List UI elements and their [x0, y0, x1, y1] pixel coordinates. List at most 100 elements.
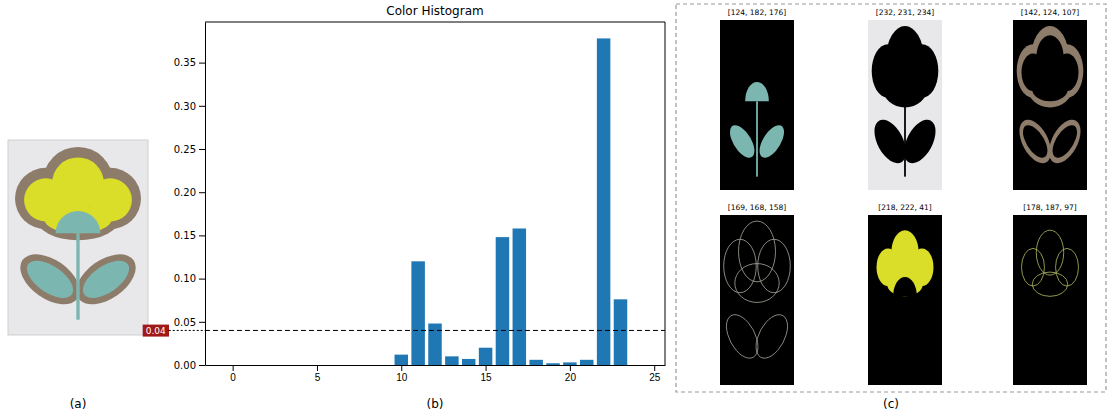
- mask-title: [218, 222, 41]: [878, 203, 932, 212]
- tick: 0.10: [174, 273, 205, 284]
- tick-mark: [401, 365, 402, 371]
- mask-image: [868, 215, 942, 385]
- mask-shape: [1015, 26, 1086, 172]
- threshold-box: [143, 325, 169, 337]
- tick: 25: [649, 365, 661, 383]
- mask-outline: [739, 221, 776, 282]
- y-axis: 0.000.050.100.150.200.250.300.35: [174, 23, 206, 371]
- tick: 0: [230, 365, 236, 383]
- tick-label: 0.30: [174, 101, 196, 112]
- bar: [513, 228, 526, 365]
- bar: [226, 365, 239, 366]
- tick-label: 0: [230, 372, 236, 383]
- bar: [445, 356, 458, 365]
- bar: [597, 38, 610, 365]
- tick-mark: [199, 106, 205, 107]
- panel-a: [8, 140, 148, 335]
- tick-mark: [199, 235, 205, 236]
- bar: [479, 348, 492, 365]
- tick: 0.25: [174, 144, 205, 155]
- panel-b: 0.000.050.100.150.200.250.300.3505101520…: [143, 4, 666, 383]
- bar: [462, 359, 475, 365]
- mask-title: [169, 168, 158]: [728, 203, 786, 212]
- figure: (a)0.000.050.100.150.200.250.300.3505101…: [0, 0, 1113, 415]
- bar: [293, 365, 306, 366]
- tick-label: 15: [481, 372, 493, 383]
- mask-cell: [178, 187, 97]: [1013, 203, 1087, 385]
- tick-mark: [199, 322, 205, 323]
- bar: [631, 365, 644, 366]
- image-background: [8, 140, 148, 335]
- mask-shape: [722, 221, 793, 367]
- panel-label: (c): [883, 397, 899, 411]
- tick-label: 0.35: [174, 57, 196, 68]
- mask-shape: [877, 230, 934, 296]
- stem: [76, 233, 79, 319]
- chart-title: Color Histogram: [386, 4, 483, 18]
- tick-label: 25: [649, 372, 661, 383]
- tick-mark: [233, 365, 234, 371]
- bar: [529, 360, 542, 365]
- x-axis: 0 5 10 15 20 25: [206, 365, 666, 383]
- tick: 10: [396, 365, 408, 383]
- flower: [11, 147, 145, 320]
- mask-hole: [1032, 77, 1068, 101]
- leaf-inner: [21, 253, 80, 305]
- mask-background: [868, 20, 942, 190]
- mask-region: [727, 119, 758, 164]
- mask-outline: [758, 239, 791, 292]
- mask-background: [868, 215, 942, 385]
- tick-label: 0.15: [174, 230, 196, 241]
- tick-mark: [199, 63, 205, 64]
- bar: [614, 299, 627, 365]
- bar: [344, 365, 357, 366]
- tick-mark: [199, 149, 205, 150]
- mask-cell: [169, 168, 158]: [720, 203, 794, 385]
- tick-mark: [317, 365, 318, 371]
- mask-outline: [1032, 272, 1068, 296]
- mask-region: [745, 82, 769, 101]
- bar: [428, 324, 441, 365]
- tick-label: 20: [565, 372, 577, 383]
- tick: 20: [565, 365, 577, 383]
- tick-label: 0.25: [174, 144, 196, 155]
- tick-label: 0.05: [174, 317, 196, 328]
- bar: [327, 365, 340, 366]
- mask-outline: [722, 306, 763, 367]
- threshold-line: [205, 330, 665, 331]
- axis-line: [205, 23, 206, 366]
- mask-outline: [724, 239, 757, 292]
- petal-inner: [44, 205, 111, 233]
- tick-mark: [654, 365, 655, 371]
- mask-title: [124, 182, 176]: [728, 8, 786, 17]
- bar: [580, 360, 593, 365]
- mask-outline: [735, 264, 779, 303]
- mask-background: [720, 20, 794, 190]
- frame: [205, 22, 665, 23]
- axis-line: [206, 365, 666, 366]
- threshold-label: 0.04: [143, 325, 169, 337]
- tick-label: 0.00: [174, 360, 196, 371]
- mask-region: [887, 272, 923, 296]
- mask-shape: [870, 26, 941, 177]
- tick-mark: [486, 365, 487, 371]
- tick: 0.00: [174, 360, 205, 371]
- mask-outline: [751, 306, 792, 367]
- bar: [361, 365, 374, 366]
- panel-label: (b): [427, 397, 444, 411]
- mask-hole: [1049, 119, 1080, 164]
- mask-background: [1013, 20, 1087, 190]
- dome: [56, 211, 101, 233]
- dashed-frame: [676, 4, 1106, 392]
- tick-mark: [199, 279, 205, 280]
- bar: [411, 261, 424, 365]
- tick-mark: [570, 365, 571, 371]
- mask-region: [1015, 111, 1056, 172]
- bar: [496, 237, 509, 365]
- panel-label: (a): [70, 397, 87, 411]
- tick-label: 5: [315, 372, 321, 383]
- mask-region: [756, 119, 787, 164]
- mask-hole: [1020, 119, 1051, 164]
- mask-image: [868, 20, 942, 190]
- bar: [243, 365, 256, 366]
